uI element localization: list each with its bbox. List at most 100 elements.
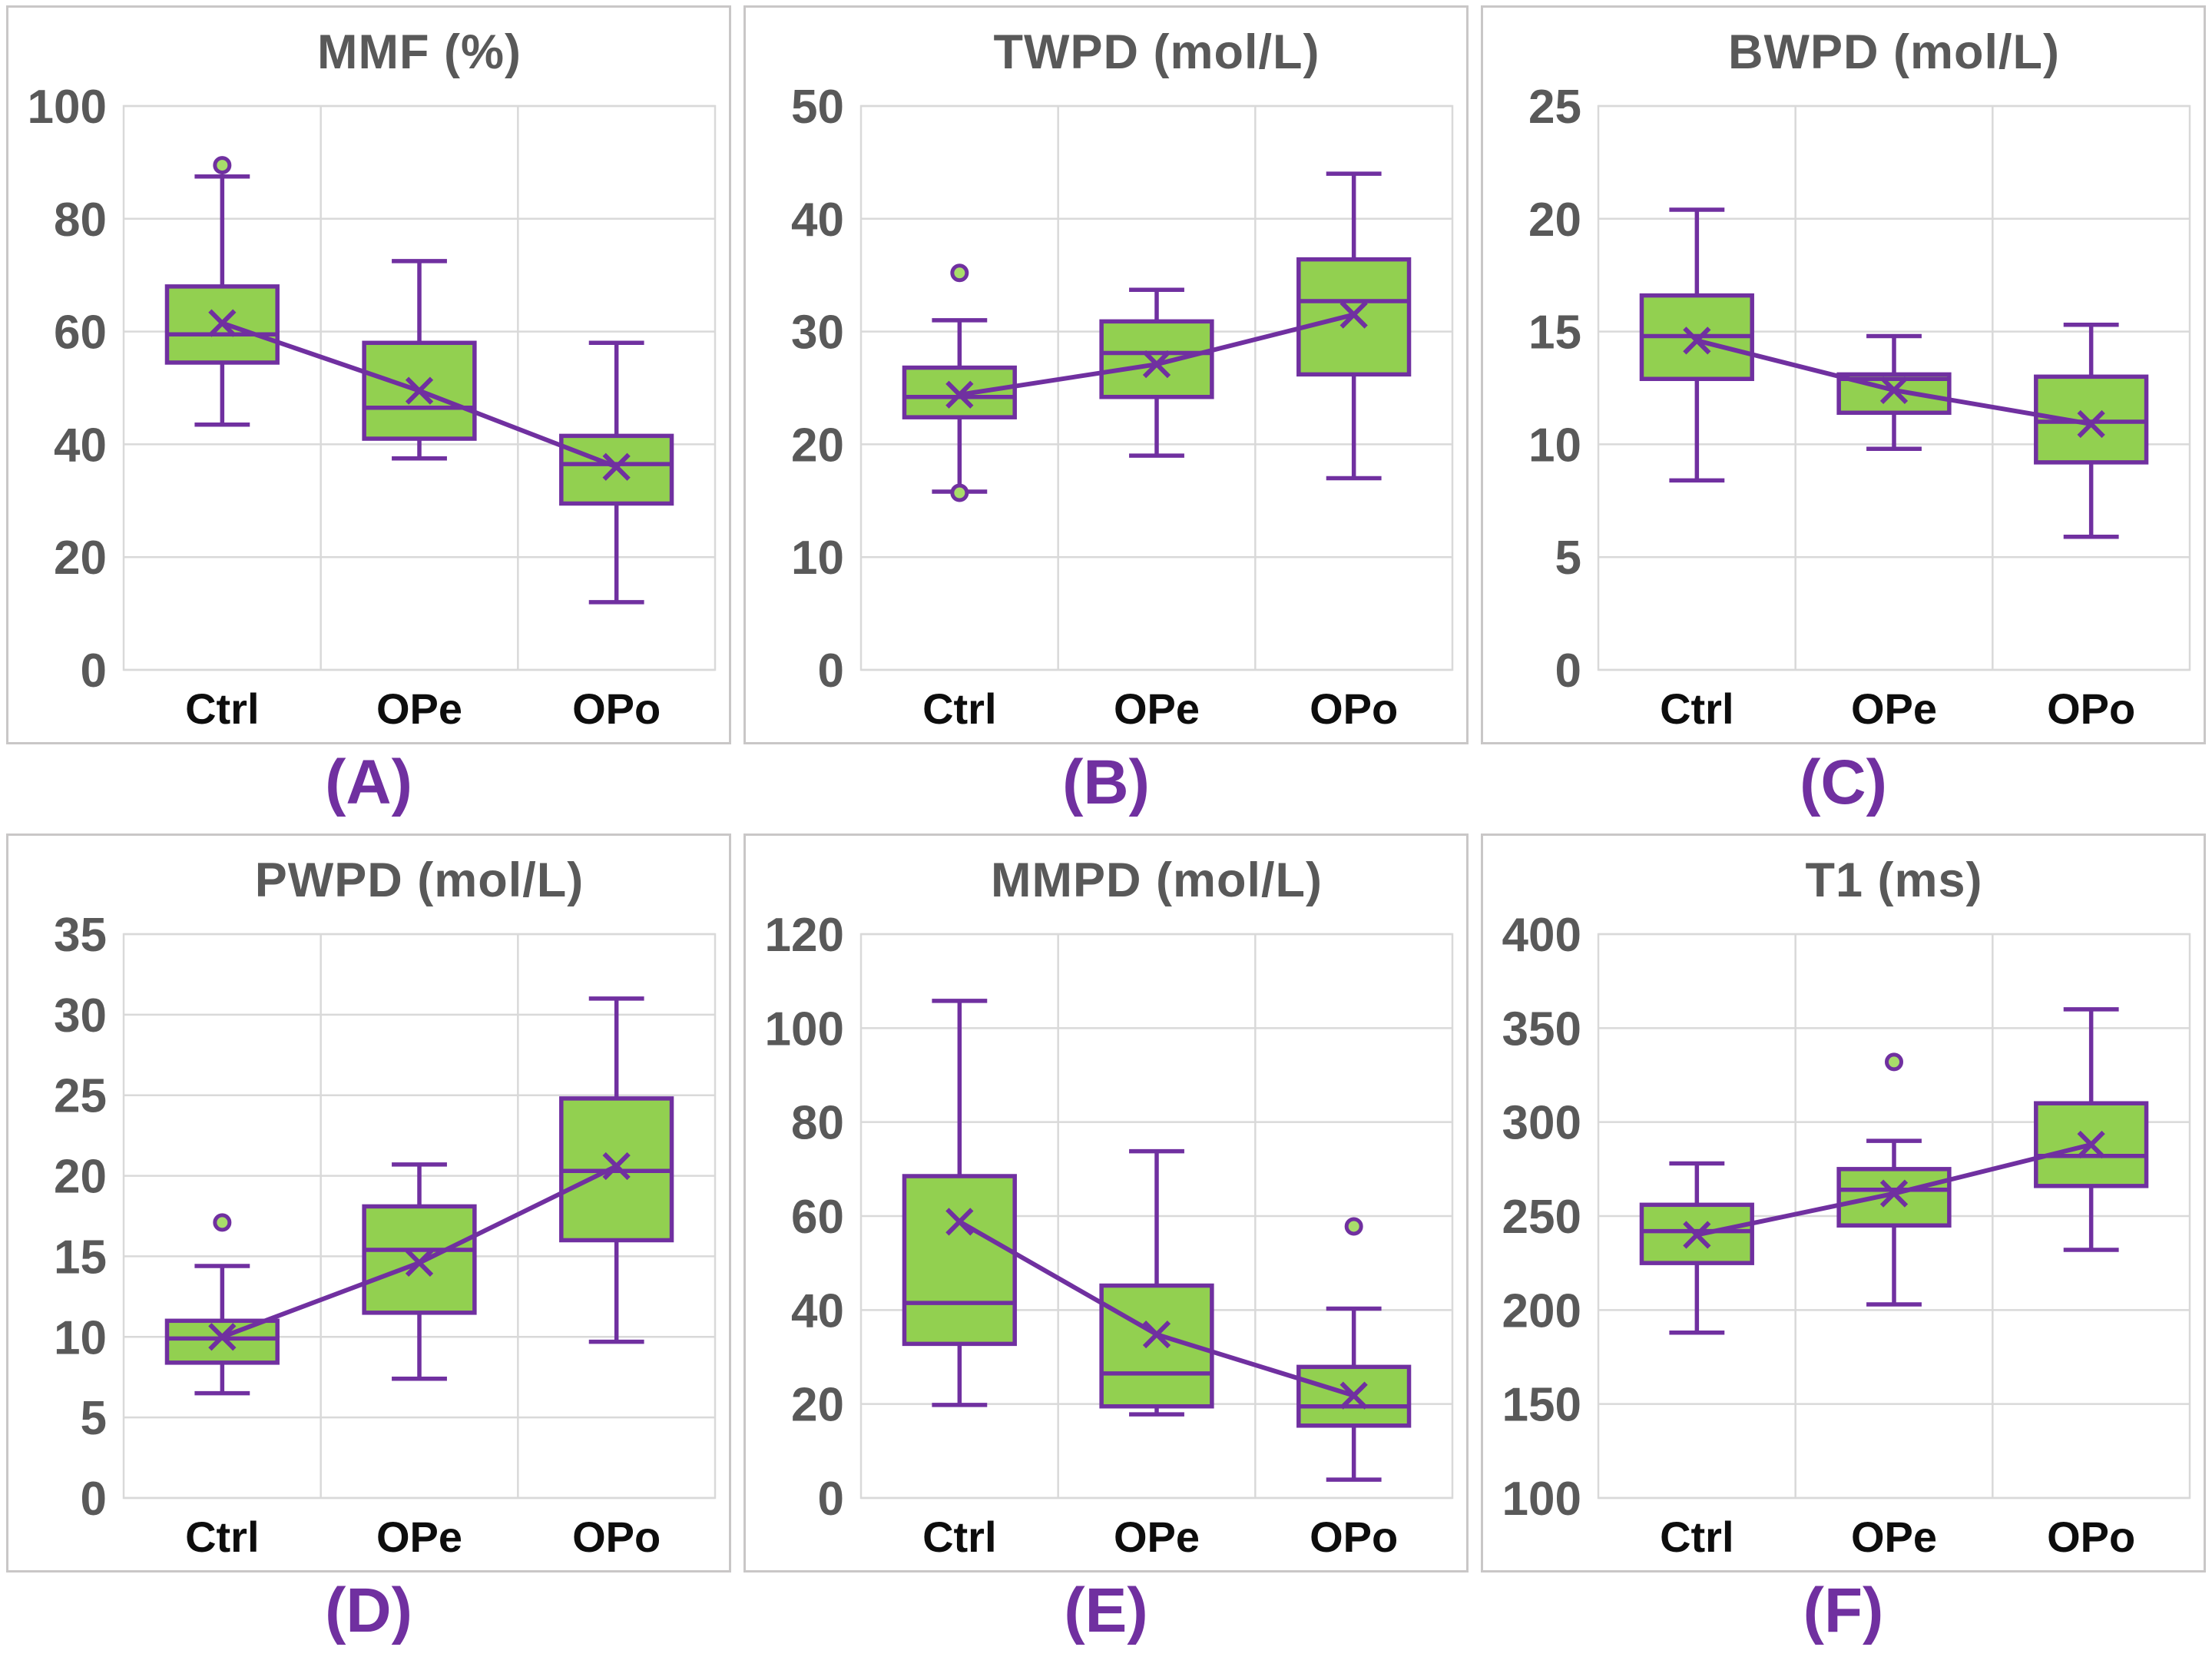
y-tick-label-10: 10 bbox=[54, 1311, 107, 1364]
box-group-ctrl bbox=[164, 174, 280, 427]
panel-f-frame: 100 150 200 250 300 350 400 Ctrl OPe OPo T1 (ms) bbox=[1481, 833, 2206, 1572]
x-category-label-ctrl: Ctrl bbox=[1660, 684, 1734, 733]
box-group-ope bbox=[1836, 1138, 1952, 1307]
y-tick-label-15: 15 bbox=[54, 1231, 107, 1284]
box-group-ope bbox=[1836, 333, 1952, 452]
panel-e: 0 20 40 60 80 100 120 Ctrl OPe OPo MMPD (mol/L) (… bbox=[737, 828, 1475, 1656]
mean-marker-ctrl bbox=[945, 1208, 974, 1236]
box-plot-chart-c: 0 5 10 15 20 25 Ctrl OPe OPo bbox=[1483, 8, 2204, 742]
box-plot-chart-b: 0 10 20 30 40 50 Ctrl OPe OPo bbox=[746, 8, 1466, 742]
panel-letter-d: (D) bbox=[325, 1576, 412, 1645]
y-tick-label-60: 60 bbox=[54, 307, 107, 360]
y-tick-label-5: 5 bbox=[1555, 532, 1581, 585]
mean-marker-ctrl bbox=[1683, 326, 1711, 355]
plot-border bbox=[1597, 933, 2191, 1500]
y-tick-label-100: 100 bbox=[765, 1002, 844, 1056]
mean-marker-ope bbox=[1142, 1321, 1171, 1349]
mean-marker-ope bbox=[1142, 350, 1171, 379]
box-group-opo bbox=[559, 996, 674, 1344]
y-tick-label-20: 20 bbox=[1528, 194, 1581, 247]
mean-marker-ctrl bbox=[208, 309, 237, 337]
mean-marker-ctrl bbox=[945, 380, 974, 409]
box-group-opo bbox=[2034, 1007, 2149, 1252]
mean-marker-opo bbox=[1339, 1381, 1368, 1410]
x-category-label-ctrl: Ctrl bbox=[922, 684, 996, 733]
plot-border bbox=[1597, 104, 2191, 671]
panel-letter-e: (E) bbox=[1064, 1576, 1148, 1645]
y-tick-label-40: 40 bbox=[54, 419, 107, 472]
mean-marker-ctrl bbox=[208, 1323, 237, 1351]
chart-title-d: PWPD (mol/L) bbox=[254, 853, 584, 907]
y-tick-label-30: 30 bbox=[791, 307, 844, 360]
y-tick-label-400: 400 bbox=[1502, 909, 1581, 962]
box-plot-svg-c: 0 5 10 15 20 25 Ctrl OPe OPo bbox=[1528, 81, 2191, 733]
panel-c-frame: 0 5 10 15 20 25 Ctrl OPe OPo BWPD (mol/L) bbox=[1481, 5, 2206, 744]
mean-marker-ope bbox=[405, 376, 434, 405]
y-tick-label-20: 20 bbox=[791, 419, 844, 472]
panel-letter-f: (F) bbox=[1803, 1576, 1884, 1645]
outlier-point-ctrl bbox=[213, 156, 232, 175]
x-category-label-opo: OPo bbox=[572, 1513, 661, 1561]
panel-letter-c: (C) bbox=[1800, 747, 1887, 817]
y-tick-label-15: 15 bbox=[1528, 307, 1581, 360]
x-category-label-ope: OPe bbox=[1851, 1513, 1937, 1561]
box-plot-chart-a: 0 20 40 60 80 100 Ctrl OPe OPo bbox=[8, 8, 729, 742]
y-tick-label-100: 100 bbox=[1502, 1473, 1581, 1526]
box-group-ctrl bbox=[902, 999, 1017, 1407]
outlier-point-opo bbox=[1344, 1217, 1363, 1236]
y-tick-label-350: 350 bbox=[1502, 1002, 1581, 1056]
box-group-opo bbox=[1296, 171, 1412, 481]
y-tick-label-100: 100 bbox=[28, 81, 107, 134]
panel-b-frame: 0 10 20 30 40 50 Ctrl OPe OPo TWPD (mol/L) bbox=[743, 5, 1469, 744]
y-tick-label-25: 25 bbox=[1528, 81, 1581, 134]
panel-b: 0 10 20 30 40 50 Ctrl OPe OPo TWPD (mol/L) (B) bbox=[737, 0, 1475, 828]
y-tick-label-40: 40 bbox=[791, 194, 844, 247]
box-plot-svg-b: 0 10 20 30 40 50 Ctrl OPe OPo bbox=[791, 81, 1454, 733]
box-group-ctrl bbox=[902, 318, 1017, 494]
plot-border bbox=[122, 104, 717, 671]
chart-title-e: MMPD (mol/L) bbox=[991, 853, 1323, 907]
panel-a-frame: 0 20 40 60 80 100 Ctrl OPe OPo MMF (%) bbox=[6, 5, 731, 744]
y-tick-label-0: 0 bbox=[818, 645, 844, 698]
y-tick-label-10: 10 bbox=[791, 532, 844, 585]
x-category-label-opo: OPo bbox=[2047, 684, 2135, 733]
chart-title-f: T1 (ms) bbox=[1805, 853, 1983, 907]
x-category-label-ctrl: Ctrl bbox=[922, 1513, 996, 1561]
panel-d-frame: 0 5 10 15 20 25 30 35 Ctrl OPe OPo PWPD (mol/L) bbox=[6, 833, 731, 1572]
y-tick-label-200: 200 bbox=[1502, 1284, 1581, 1337]
mean-marker-opo bbox=[1339, 300, 1368, 329]
y-tick-label-80: 80 bbox=[54, 194, 107, 247]
mean-marker-opo bbox=[602, 452, 631, 481]
box-group-opo bbox=[559, 340, 674, 605]
panel-f: 100 150 200 250 300 350 400 Ctrl OPe OPo T1 (ms) … bbox=[1475, 828, 2212, 1656]
box-plot-svg-e: 0 20 40 60 80 100 120 Ctrl OPe OPo bbox=[765, 909, 1454, 1561]
y-tick-label-20: 20 bbox=[54, 532, 107, 585]
panel-d: 0 5 10 15 20 25 30 35 Ctrl OPe OPo PWPD (mol/L) (D… bbox=[0, 828, 737, 1656]
mean-marker-opo bbox=[2077, 1130, 2105, 1159]
panel-letter-b: (B) bbox=[1062, 747, 1150, 817]
mean-marker-ctrl bbox=[1683, 1221, 1711, 1249]
x-category-label-ope: OPe bbox=[1114, 1513, 1200, 1561]
y-tick-label-20: 20 bbox=[791, 1379, 844, 1432]
mean-marker-ope bbox=[405, 1248, 434, 1277]
box-group-ctrl bbox=[164, 1264, 280, 1396]
box-group-ope bbox=[362, 259, 477, 461]
x-category-label-opo: OPo bbox=[572, 684, 661, 733]
box-group-opo bbox=[1296, 1306, 1412, 1482]
x-category-label-ope: OPe bbox=[1851, 684, 1937, 733]
panel-a: 0 20 40 60 80 100 Ctrl OPe OPo MMF (%) (A) bbox=[0, 0, 737, 828]
box-plot-svg-a: 0 20 40 60 80 100 Ctrl OPe OPo bbox=[28, 81, 717, 733]
box-group-ctrl bbox=[1639, 1161, 1754, 1335]
outlier-point-ctrl bbox=[950, 483, 969, 502]
chart-title-a: MMF (%) bbox=[317, 25, 522, 79]
iqr-box-ctrl bbox=[164, 1318, 280, 1365]
box-plot-chart-e: 0 20 40 60 80 100 120 Ctrl OPe OPo bbox=[746, 836, 1466, 1570]
y-tick-label-40: 40 bbox=[791, 1284, 844, 1337]
x-category-label-ope: OPe bbox=[376, 684, 462, 733]
y-tick-label-120: 120 bbox=[765, 909, 844, 962]
x-category-label-ope: OPe bbox=[1114, 684, 1200, 733]
y-tick-label-300: 300 bbox=[1502, 1097, 1581, 1150]
y-tick-label-0: 0 bbox=[1555, 645, 1581, 698]
box-group-ope bbox=[362, 1162, 477, 1381]
